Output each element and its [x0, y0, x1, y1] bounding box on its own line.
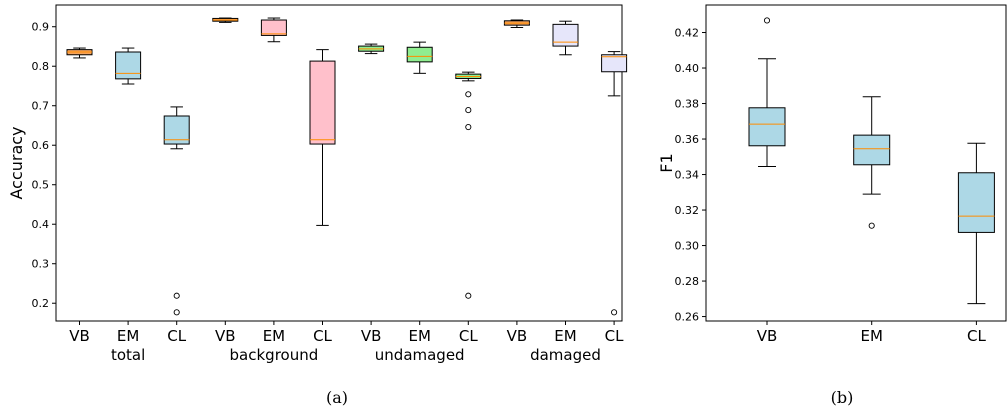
panel-b-x-tick-label: VB: [757, 327, 778, 345]
panel-a-x-tick-label: CL: [313, 327, 332, 345]
panel-b-y-tick-label: 0.34: [675, 169, 700, 182]
box-total-cl-flier: [173, 309, 180, 316]
panel-b-y-tick-label: 0.28: [675, 275, 700, 288]
panel-a-y-tick-label: 0.3: [32, 258, 50, 271]
box-undamaged-cl-flier: [465, 124, 472, 131]
panel-b-y-tick-label: 0.30: [675, 240, 700, 253]
box-undamaged-cl-flier: [465, 91, 472, 98]
box-undamaged-cl-flier: [465, 292, 472, 299]
panel-a-x-tick-label: EM: [263, 327, 285, 345]
panel-a-x-tick-label: EM: [554, 327, 576, 345]
panel-a-x-tick-label: EM: [117, 327, 139, 345]
panel-a-x-tick-label: EM: [408, 327, 430, 345]
panel-a-y-tick-label: 0.7: [32, 100, 50, 113]
panel-a-x-tick-label: VB: [507, 327, 528, 345]
panel-a-caption: (a): [326, 388, 348, 407]
panel-a-axes-frame: [55, 4, 623, 322]
panel-b-y-tick-label: 0.32: [675, 204, 700, 217]
panel-b-y-tick-label: 0.40: [675, 62, 700, 75]
panel-a-y-tick-label: 0.6: [32, 139, 50, 152]
panel-b-x-tick-label: CL: [967, 327, 986, 345]
box-cl: [957, 172, 995, 233]
panel-a-y-tick-label: 0.8: [32, 60, 50, 73]
box-background-em: [260, 19, 287, 36]
panel-a-x-tick-label: VB: [215, 327, 236, 345]
panel-a-x-tick-label: CL: [605, 327, 624, 345]
panel-b-f1-boxplot: F1 (b) 0.26 0.28 0.30 0.32 0.34 0.36 0.38 0.40 0…: [657, 4, 1007, 407]
box-em: [853, 134, 891, 166]
panel-a-y-tick-label: 0.9: [32, 21, 50, 34]
box-vb-flier: [763, 17, 771, 24]
box-total-cl-flier: [173, 292, 180, 299]
panel-a-accuracy-boxplot: Accuracy (a) 0.2 0.3 0.4 0.5 0.6 0.7 0.8 0.9 VB E…: [7, 4, 628, 407]
panel-b-y-tick-label: 0.36: [675, 133, 700, 146]
panel-a-x-tick-label: VB: [69, 327, 90, 345]
panel-b-caption: (b): [831, 388, 854, 407]
box-total-em: [115, 51, 142, 80]
panel-a-y-tick-label: 0.2: [32, 297, 50, 310]
panel-a-group-label: total: [111, 346, 145, 364]
panel-a-y-axis-label: Accuracy: [7, 126, 26, 199]
panel-b-x-tick-label: EM: [860, 327, 882, 345]
box-undamaged-em: [406, 46, 433, 63]
panel-b-axes-frame: [705, 4, 1007, 322]
box-vb: [748, 107, 786, 147]
panel-a-x-tick-label: CL: [167, 327, 186, 345]
box-damaged-cl-flier: [611, 309, 618, 316]
panel-b-y-tick-label: 0.26: [675, 311, 700, 324]
panel-a-y-tick-label: 0.5: [32, 179, 50, 192]
panel-b-y-axis-label: F1: [657, 153, 676, 172]
panel-a-group-label: damaged: [530, 346, 601, 364]
box-background-cl: [309, 60, 336, 145]
panel-a-y-tick-label: 0.4: [32, 218, 50, 231]
box-undamaged-cl-flier: [465, 107, 472, 114]
panel-a-x-tick-label: CL: [459, 327, 478, 345]
box-damaged-em: [552, 23, 579, 47]
panel-a-group-label: undamaged: [375, 346, 465, 364]
panel-a-x-tick-label: VB: [361, 327, 382, 345]
panel-a-group-label: background: [230, 346, 319, 364]
panel-b-y-tick-label: 0.38: [675, 98, 700, 111]
box-damaged-cl: [601, 54, 628, 73]
panel-b-y-tick-label: 0.42: [675, 27, 700, 40]
box-em-flier: [868, 222, 875, 229]
